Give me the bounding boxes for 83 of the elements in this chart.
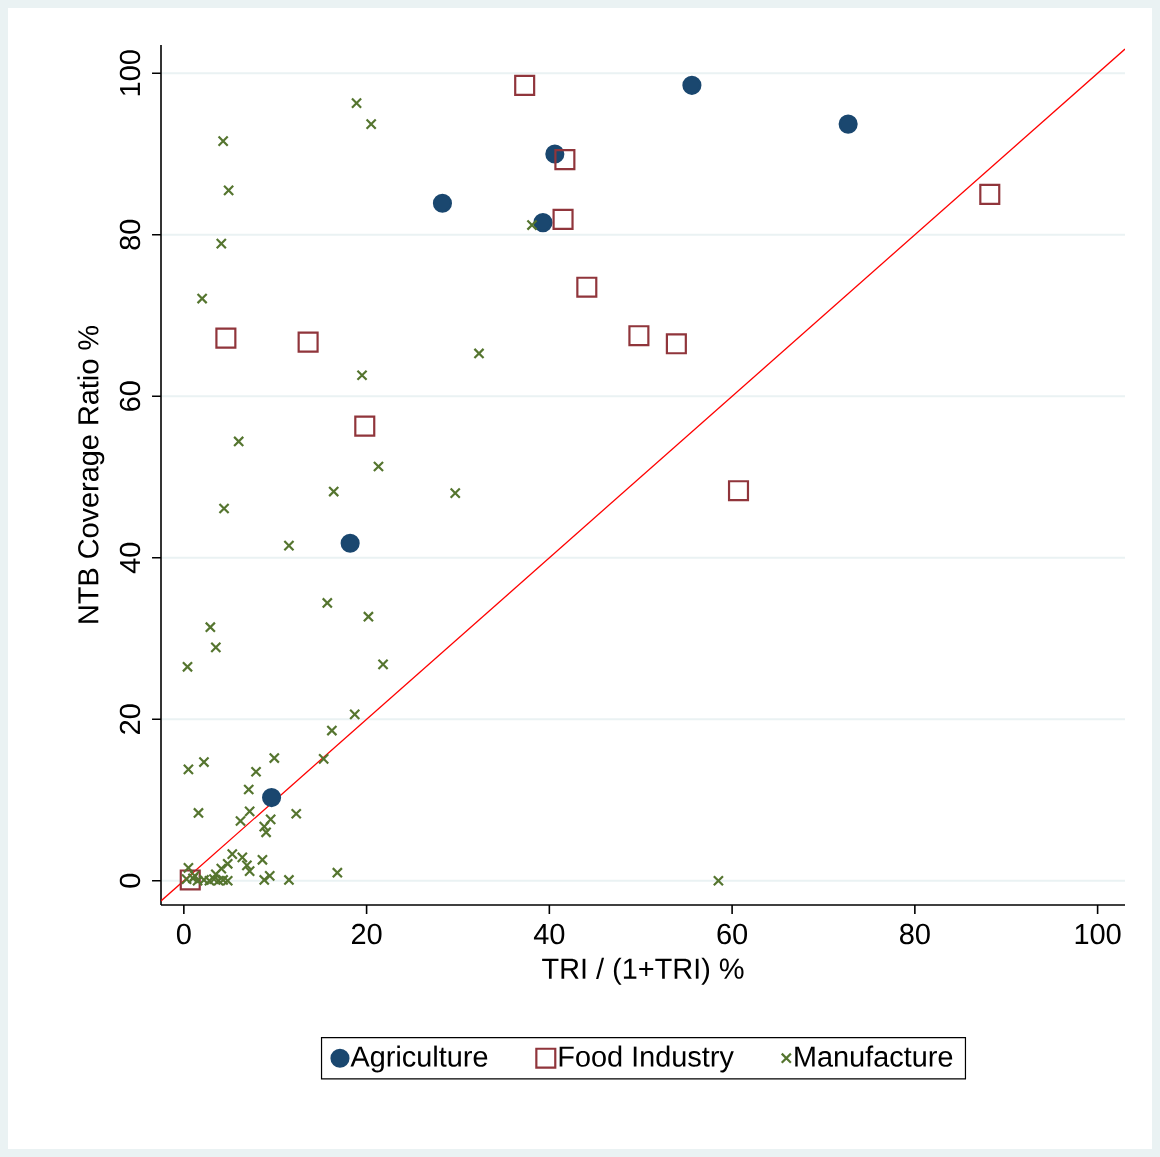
y-tick-label: 60 (119, 381, 141, 411)
point (432, 193, 453, 213)
x-axis-title: TRI / (1+TRI) % (542, 957, 744, 985)
point (234, 815, 247, 827)
y-axis-title: NTB Coverage Ratio % (77, 325, 105, 623)
y-tick-label: 100 (119, 50, 141, 96)
x-tick-label: 0 (176, 923, 191, 945)
point (533, 213, 553, 233)
x-tick-label: 60 (717, 923, 748, 945)
point (243, 865, 256, 877)
x-tick-label: 80 (900, 923, 930, 945)
legend-label: Manufacture (795, 1045, 953, 1067)
point (354, 415, 376, 437)
x-tick-label: 100 (1075, 923, 1121, 945)
point (196, 292, 208, 305)
point (264, 870, 276, 882)
point (192, 807, 205, 819)
point (297, 331, 319, 353)
point (576, 276, 598, 298)
point (328, 485, 340, 498)
point (241, 859, 253, 872)
point (712, 875, 725, 887)
x-tick-label: 20 (351, 923, 382, 945)
point (243, 783, 255, 796)
legend-label: Food Industry (559, 1045, 734, 1073)
point (526, 219, 538, 231)
point (365, 118, 377, 130)
point (179, 869, 201, 891)
legend-label: Agriculture (350, 1045, 488, 1073)
point (727, 480, 750, 502)
point (222, 858, 234, 870)
point (514, 74, 536, 96)
point (283, 874, 295, 886)
point (349, 708, 361, 721)
point (250, 766, 262, 778)
point (283, 539, 295, 552)
point (554, 149, 576, 171)
point (362, 611, 375, 623)
point (838, 114, 858, 134)
point (665, 333, 687, 355)
point (204, 621, 217, 633)
point (356, 369, 368, 381)
point (215, 862, 227, 875)
point (326, 724, 338, 737)
y-tick-label: 0 (119, 873, 141, 888)
point (268, 752, 280, 764)
point (182, 862, 195, 874)
point (217, 135, 229, 147)
point (198, 756, 210, 768)
point (243, 805, 256, 817)
point (210, 641, 222, 654)
y-tick-label: 40 (119, 542, 141, 574)
point (215, 237, 227, 250)
point (331, 867, 344, 879)
point (321, 597, 333, 609)
point (258, 874, 270, 886)
y-tick-label: 20 (119, 704, 141, 734)
point (218, 502, 230, 515)
point (182, 763, 195, 776)
point (350, 97, 363, 109)
point (628, 325, 650, 347)
point (372, 460, 385, 473)
point (262, 788, 282, 808)
point (181, 661, 194, 673)
point (260, 826, 272, 838)
point (979, 183, 1001, 205)
point (473, 347, 485, 360)
point (377, 658, 389, 671)
point (340, 533, 360, 553)
point (258, 820, 270, 833)
point (215, 327, 237, 349)
point (264, 813, 277, 826)
point (317, 753, 330, 765)
point (290, 808, 302, 820)
y-tick-label: 80 (119, 219, 141, 250)
point (682, 75, 702, 95)
x-tick-label: 40 (533, 923, 565, 945)
point (552, 208, 574, 230)
point (210, 868, 222, 880)
point (232, 435, 245, 448)
point (222, 184, 235, 197)
point (449, 487, 461, 499)
point (256, 854, 269, 866)
